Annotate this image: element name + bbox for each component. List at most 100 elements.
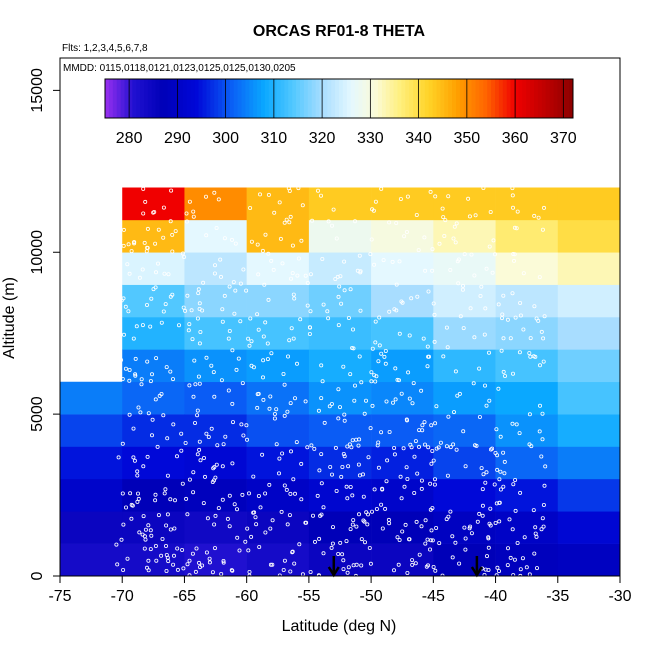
track-point — [472, 443, 477, 448]
colorbar-swatch — [440, 79, 445, 118]
track-point — [315, 188, 320, 193]
track-point — [203, 194, 208, 199]
track-point — [413, 561, 418, 566]
track-point — [543, 464, 548, 469]
track-point — [437, 541, 442, 546]
track-point — [432, 339, 437, 344]
colorbar-swatch — [198, 79, 203, 118]
track-point — [251, 365, 256, 370]
track-point — [166, 272, 171, 277]
track-point — [274, 442, 279, 447]
track-point — [168, 527, 173, 532]
heatmap-cell — [371, 511, 434, 544]
track-point — [482, 332, 487, 337]
track-point — [299, 497, 304, 502]
track-point — [120, 491, 125, 496]
track-point — [433, 194, 438, 199]
track-point — [184, 219, 189, 224]
track-point — [161, 413, 166, 418]
track-point — [345, 496, 350, 501]
track-point — [303, 399, 308, 404]
track-point — [341, 558, 346, 563]
track-point — [126, 242, 131, 247]
track-point — [513, 315, 518, 320]
heatmap-cell — [184, 511, 247, 544]
track-point — [344, 484, 349, 489]
track-point — [292, 296, 297, 301]
track-point — [448, 509, 453, 514]
track-point — [377, 315, 382, 320]
track-point — [381, 258, 386, 263]
track-point — [348, 527, 353, 532]
track-point — [357, 473, 362, 478]
colorbar-swatch — [155, 79, 160, 118]
track-point — [229, 237, 234, 242]
track-point — [288, 569, 293, 574]
track-point — [497, 519, 502, 524]
track-point — [365, 522, 370, 527]
track-point — [287, 338, 292, 343]
track-point — [321, 505, 326, 510]
track-point — [141, 464, 146, 469]
track-point — [185, 512, 190, 517]
colorbar-swatch — [218, 79, 223, 118]
colorbar-swatch — [358, 79, 363, 118]
track-point — [510, 371, 515, 376]
heatmap-cell — [308, 252, 372, 285]
track-point — [425, 364, 430, 369]
track-point — [345, 444, 350, 449]
colorbar-swatch — [190, 79, 196, 118]
track-point — [159, 553, 164, 558]
track-point — [351, 518, 356, 523]
track-point — [141, 186, 146, 191]
heatmap-cell — [246, 478, 310, 512]
colorbar-swatch — [530, 79, 535, 118]
track-point — [209, 363, 214, 368]
track-point — [514, 226, 519, 231]
track-point — [155, 261, 160, 266]
track-point — [468, 306, 473, 311]
track-point — [448, 445, 453, 450]
track-point — [165, 512, 170, 517]
track-point — [499, 348, 504, 353]
track-point — [534, 316, 539, 321]
track-point — [148, 379, 153, 384]
track-point — [143, 527, 148, 532]
colorbar-swatch — [315, 79, 320, 118]
colorbar-swatch — [459, 79, 465, 118]
track-point — [238, 319, 243, 324]
track-point — [282, 558, 287, 563]
track-point — [164, 553, 169, 558]
track-point — [424, 564, 429, 569]
track-point — [249, 534, 254, 539]
track-point — [212, 394, 217, 399]
colorbar-swatch — [210, 79, 215, 118]
track-point — [150, 417, 155, 422]
track-point — [376, 465, 381, 470]
heatmap-cell — [557, 187, 620, 221]
track-point — [322, 420, 327, 425]
track-point — [383, 348, 388, 353]
track-point — [348, 484, 353, 489]
track-point — [204, 431, 209, 436]
heatmap-cell — [122, 543, 185, 576]
track-point — [494, 427, 499, 432]
track-point — [232, 311, 237, 316]
track-point — [497, 477, 502, 482]
track-point — [168, 219, 173, 224]
x-tick-label: -65 — [173, 588, 196, 605]
colorbar-swatch — [424, 79, 430, 118]
track-point — [365, 512, 370, 517]
colorbar-swatch — [288, 79, 293, 118]
track-point — [386, 517, 391, 522]
track-point — [505, 546, 510, 551]
colorbar-swatch — [140, 79, 145, 118]
heatmap-cell — [557, 543, 620, 576]
colorbar-swatch — [436, 79, 441, 118]
track-point — [460, 287, 465, 292]
track-point — [407, 396, 412, 401]
track-point — [362, 540, 367, 545]
track-point — [127, 271, 132, 276]
track-point — [483, 480, 488, 485]
track-point — [498, 487, 503, 492]
